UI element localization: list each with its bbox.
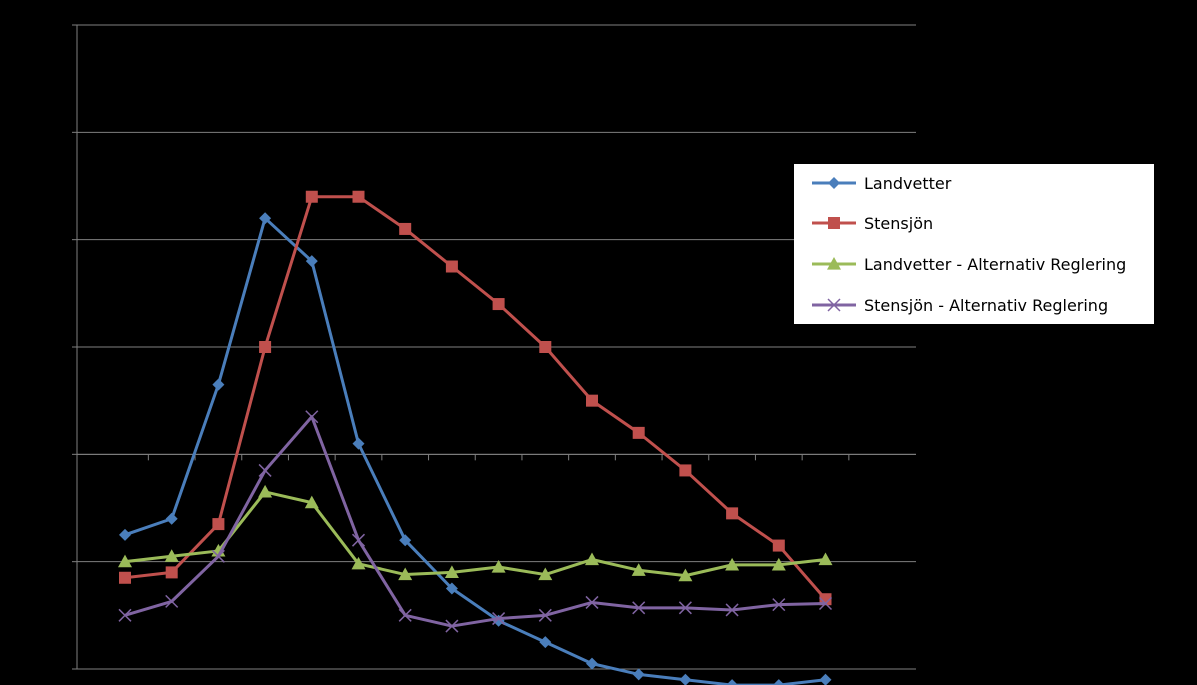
data-point-x (818, 596, 833, 611)
data-point-diamond (119, 528, 131, 541)
data-point-x (398, 608, 412, 622)
data-point-x (827, 298, 841, 312)
data-point-diamond (165, 512, 178, 525)
data-point-square (492, 298, 505, 311)
series-line (124, 490, 826, 578)
data-point-square (828, 217, 840, 229)
legend-item: Landvetter - Alternativ Reglering (810, 249, 1126, 279)
data-point-triangle (398, 567, 413, 581)
legend-label: Landvetter - Alternativ Reglering (864, 254, 1127, 274)
data-point-square (632, 426, 645, 439)
data-point-x (725, 603, 739, 617)
legend-label: Landvetter (864, 173, 952, 193)
legend-swatch (812, 257, 856, 270)
data-point-x (632, 601, 646, 615)
data-point-triangle (827, 257, 841, 270)
data-point-diamond (679, 673, 692, 685)
data-point-x (585, 595, 599, 609)
legend: Landvetter Stensjön Landvetter - Alternati… (794, 164, 1154, 324)
data-point-triangle (491, 560, 506, 573)
data-point-square (399, 222, 412, 235)
data-point-diamond (352, 437, 365, 450)
data-point-triangle (631, 563, 646, 576)
legend-label: Stensjön (864, 213, 934, 233)
data-point-x (211, 549, 225, 563)
data-point-diamond (212, 378, 225, 391)
data-point-square (165, 566, 178, 579)
data-point-square (352, 190, 365, 203)
data-point-x (305, 410, 319, 424)
data-point-x (492, 612, 506, 626)
data-point-x (118, 608, 132, 622)
legend-item: Landvetter (810, 168, 951, 198)
data-point-triangle (678, 568, 693, 582)
data-point-square (586, 394, 598, 407)
data-point-square (259, 341, 272, 353)
data-point-x (538, 608, 552, 622)
data-point-triangle (444, 565, 459, 578)
series-2 (119, 190, 832, 606)
data-point-x (351, 533, 366, 547)
series-line (124, 216, 826, 685)
data-point-triangle (258, 484, 273, 498)
data-point-diamond (586, 657, 598, 670)
series-line (124, 415, 826, 628)
data-point-x (258, 463, 272, 477)
data-point-diamond (726, 679, 738, 685)
series-4 (118, 410, 833, 633)
data-point-x (678, 601, 692, 615)
legend-swatch (812, 177, 856, 189)
data-point-diamond (399, 534, 412, 547)
series-1 (119, 212, 832, 685)
data-point-triangle (585, 552, 599, 566)
series-group (118, 190, 833, 685)
data-point-square (539, 341, 552, 353)
data-point-x (165, 594, 179, 608)
data-point-triangle (725, 557, 740, 571)
data-point-triangle (538, 567, 553, 581)
legend-swatch (812, 217, 856, 229)
data-point-square (772, 539, 785, 552)
legend-item: Stensjön - Alternativ Reglering (810, 290, 1108, 320)
data-point-square (679, 464, 692, 477)
data-point-triangle (164, 549, 179, 562)
data-point-triangle (818, 552, 833, 566)
data-point-triangle (304, 495, 319, 509)
data-point-diamond (772, 679, 785, 685)
data-point-diamond (539, 636, 552, 649)
data-point-diamond (259, 212, 272, 225)
legend-swatch (812, 298, 856, 312)
data-point-square (305, 190, 318, 203)
series-line (124, 195, 827, 601)
data-point-x (445, 619, 459, 633)
data-point-x (772, 598, 786, 612)
legend-label: Stensjön - Alternativ Reglering (864, 295, 1109, 315)
legend-item: Stensjön (810, 208, 933, 238)
data-point-square (212, 518, 225, 531)
data-point-diamond (828, 177, 840, 189)
data-point-diamond (305, 255, 318, 268)
data-point-triangle (118, 554, 132, 568)
data-point-diamond (632, 668, 645, 681)
series-3 (118, 484, 833, 582)
data-point-square (445, 260, 458, 273)
axes (72, 24, 916, 670)
data-point-square (119, 571, 131, 584)
data-point-triangle (771, 557, 786, 571)
data-point-diamond (445, 582, 458, 595)
data-point-square (726, 507, 739, 520)
data-point-diamond (819, 673, 832, 685)
data-point-triangle (351, 556, 366, 570)
